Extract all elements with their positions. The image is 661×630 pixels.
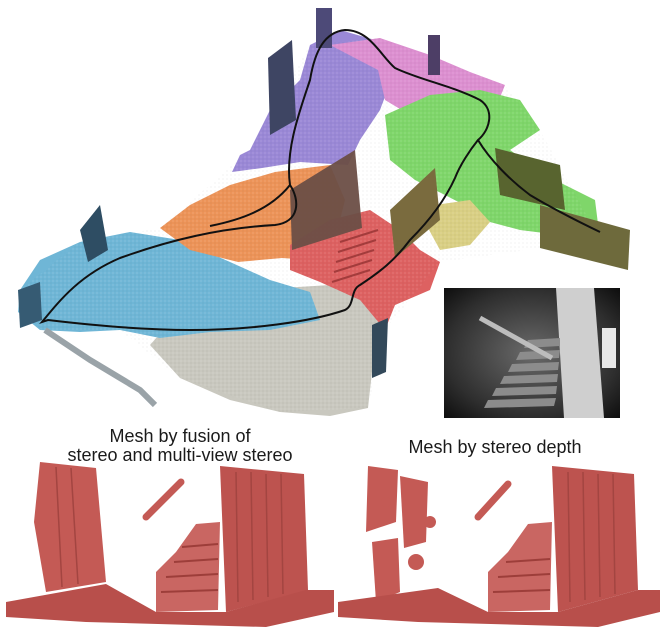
- wall-slab: [18, 282, 42, 328]
- fusion-mesh-caption: Mesh by fusion of stereo and multi-view …: [30, 427, 330, 465]
- trajectory-branch: [209, 184, 291, 227]
- floor: [6, 584, 334, 627]
- wall-slab: [390, 168, 440, 258]
- wall-slab: [80, 205, 108, 262]
- wall-slab: [495, 148, 565, 210]
- wall-stripes: [55, 466, 284, 603]
- wall-slab: [540, 205, 630, 270]
- railing: [43, 327, 158, 408]
- segmented-3d-map: [18, 8, 630, 416]
- wall-slab: [372, 318, 388, 378]
- stair-edges: [492, 558, 551, 593]
- left-wall-fragments: [366, 466, 436, 602]
- left-wall: [34, 462, 106, 592]
- fisheye-inset-image: [444, 288, 620, 418]
- fusion-mesh-render: [6, 462, 334, 627]
- wall-slab: [290, 150, 362, 250]
- wall-slab: [268, 40, 296, 135]
- fusion-caption-line1: Mesh by fusion of: [109, 426, 251, 446]
- stereo-mesh-render: [338, 466, 660, 627]
- stairs: [488, 522, 552, 612]
- floor: [338, 588, 660, 627]
- right-wall: [220, 466, 308, 612]
- right-wall: [552, 466, 638, 612]
- wall-stripes: [567, 471, 616, 603]
- doorway-light: [602, 328, 616, 368]
- handrail: [142, 478, 185, 521]
- pillar: [556, 288, 604, 418]
- stairs: [156, 522, 220, 612]
- trajectory-path: [39, 28, 491, 332]
- wall-slab: [428, 35, 440, 75]
- handrail: [478, 315, 554, 361]
- stereo-mesh-caption: Mesh by stereo depth: [408, 437, 582, 457]
- stair-edges: [160, 543, 219, 593]
- handrail: [474, 480, 512, 521]
- fusion-caption-line2: stereo and multi-view stereo: [67, 445, 293, 465]
- trajectory-branch: [477, 139, 601, 233]
- stair-steps: [331, 229, 379, 283]
